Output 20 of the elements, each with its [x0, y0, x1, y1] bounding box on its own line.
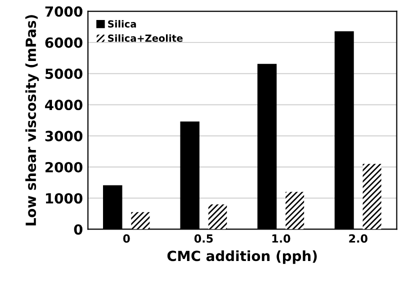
- y-tick-label: 4000: [45, 100, 82, 110]
- bar: [362, 164, 382, 230]
- legend-label: Silica+Zeolite: [108, 34, 183, 42]
- legend-label: Silica: [108, 20, 136, 28]
- x-tick-label: 1.0: [272, 234, 290, 243]
- x-axis-title: CMC addition (pph): [167, 250, 317, 264]
- x-tick-label: 2.0: [349, 234, 368, 243]
- y-tick-label: 0: [74, 224, 82, 235]
- y-tick-label: 2000: [46, 162, 82, 172]
- y-tick-label: 3000: [45, 130, 82, 142]
- y-tick-label: 1000: [46, 193, 82, 204]
- x-tick-label: 0: [123, 234, 130, 243]
- bar: [208, 204, 227, 230]
- y-tick-label: 6000: [45, 37, 82, 48]
- bar: [286, 192, 304, 230]
- y-tick-label: 7000: [45, 6, 82, 17]
- x-tick-label: 0.5: [194, 234, 213, 243]
- y-axis-title: Low shear viscosity (mPas): [25, 15, 39, 226]
- bar: [131, 212, 150, 230]
- y-tick-label: 5000: [45, 68, 82, 80]
